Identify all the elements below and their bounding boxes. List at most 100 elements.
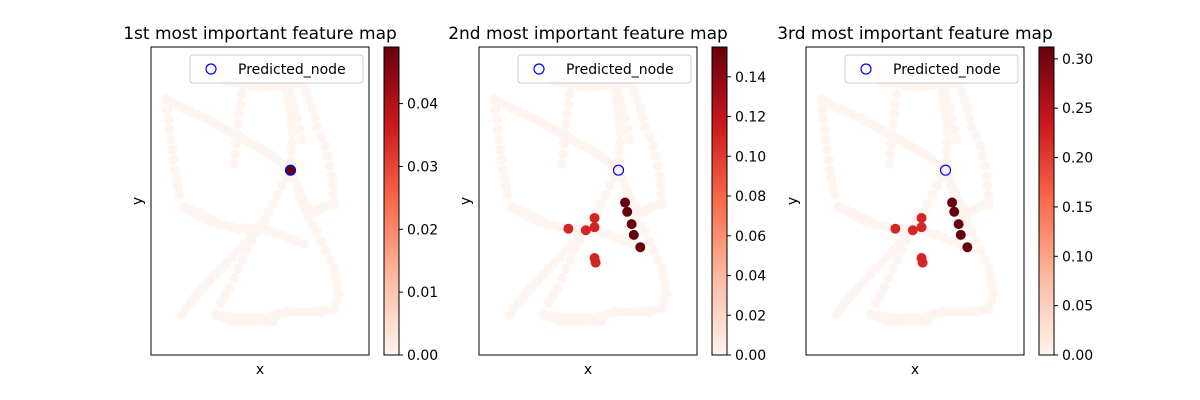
node-point — [574, 236, 585, 247]
node-point — [329, 199, 340, 210]
node-point — [215, 297, 226, 308]
node-point — [616, 306, 627, 317]
node-point — [233, 223, 244, 234]
node-point — [892, 254, 903, 265]
colorbar-tick-label: 0.30 — [1062, 52, 1093, 68]
node-point — [943, 173, 954, 184]
colorbar-tick-label: 0.05 — [1062, 299, 1093, 315]
y-axis-label: y — [130, 197, 146, 205]
node-point — [949, 124, 960, 135]
x-axis-label: x — [584, 362, 592, 378]
node-point — [311, 226, 322, 237]
important-node-point — [589, 222, 600, 233]
node-point — [235, 98, 246, 109]
node-point — [276, 180, 287, 191]
node-point — [887, 129, 898, 140]
node-point — [635, 219, 646, 230]
y-axis-label: y — [785, 197, 801, 205]
node-point — [600, 189, 611, 200]
node-point — [316, 236, 327, 247]
node-point — [561, 119, 572, 129]
node-point — [818, 114, 829, 125]
legend-label: Predicted_node — [238, 62, 346, 78]
node-point — [971, 131, 982, 142]
node-point — [985, 271, 996, 282]
node-point — [172, 181, 183, 192]
important-node-point — [589, 212, 600, 223]
node-point — [289, 103, 300, 114]
node-point — [268, 199, 279, 210]
node-point — [165, 134, 176, 145]
node-point — [891, 88, 902, 99]
node-point — [655, 180, 666, 191]
node-point — [491, 114, 502, 125]
colorbar-tick-label: 0.12 — [735, 110, 766, 126]
node-point — [644, 131, 655, 142]
node-point — [660, 280, 671, 291]
panel-3: 3rd most important feature map Predicted_… — [777, 24, 1093, 378]
node-point — [286, 146, 297, 157]
node-point — [977, 150, 988, 161]
node-point — [617, 103, 628, 114]
node-point — [272, 189, 283, 200]
node-point — [889, 108, 900, 119]
node-point — [500, 181, 511, 192]
node-point — [281, 306, 292, 317]
node-point — [186, 205, 197, 216]
node-point — [613, 165, 624, 176]
node-point — [620, 113, 631, 124]
chart-title: 1st most important feature map — [123, 24, 397, 44]
node-point — [565, 254, 576, 265]
important-nodes — [563, 197, 646, 268]
node-point — [616, 173, 627, 184]
node-point — [163, 114, 174, 125]
node-point — [658, 271, 669, 282]
important-nodes — [890, 197, 973, 268]
node-point — [169, 165, 180, 176]
node-point — [986, 296, 997, 307]
node-point — [287, 137, 298, 148]
node-point — [288, 173, 299, 184]
node-point — [941, 146, 952, 157]
node-point — [984, 199, 995, 210]
node-point — [648, 140, 659, 151]
colorbar-tick-label: 0.02 — [735, 308, 766, 324]
node-point — [178, 202, 189, 213]
node-point — [324, 254, 335, 265]
node-point — [240, 223, 251, 234]
node-point — [232, 129, 243, 140]
node-point — [979, 161, 990, 172]
chart-title: 3rd most important feature map — [777, 24, 1053, 44]
colorbar-gradient — [711, 46, 728, 356]
node-point — [286, 155, 297, 166]
node-point — [320, 140, 331, 151]
node-point — [962, 219, 973, 230]
legend: Predicted_node — [844, 54, 1019, 84]
node-point — [946, 181, 957, 192]
important-node-point — [955, 229, 966, 240]
node-point — [220, 289, 231, 300]
node-point — [286, 95, 297, 106]
node-point — [164, 124, 175, 135]
node-point — [632, 95, 643, 106]
panel-2: 2nd most important feature map Predicted_… — [448, 24, 766, 378]
node-point — [941, 95, 952, 106]
node-point — [288, 306, 299, 317]
important-node-point — [890, 223, 901, 234]
node-point — [296, 134, 307, 145]
node-point — [298, 239, 309, 250]
node-point — [983, 189, 994, 200]
node-point — [489, 94, 500, 105]
node-point — [982, 180, 993, 191]
node-point — [615, 137, 626, 148]
node-point — [923, 316, 934, 327]
colorbar-tick-label: 0.03 — [407, 159, 438, 175]
node-point — [320, 245, 331, 256]
node-point — [495, 144, 506, 155]
node-point — [552, 282, 563, 293]
node-point — [971, 236, 982, 247]
background-nodes — [489, 75, 672, 327]
node-point — [648, 245, 659, 256]
node-point — [626, 239, 637, 250]
colorbar-tick-label: 0.14 — [735, 70, 766, 86]
